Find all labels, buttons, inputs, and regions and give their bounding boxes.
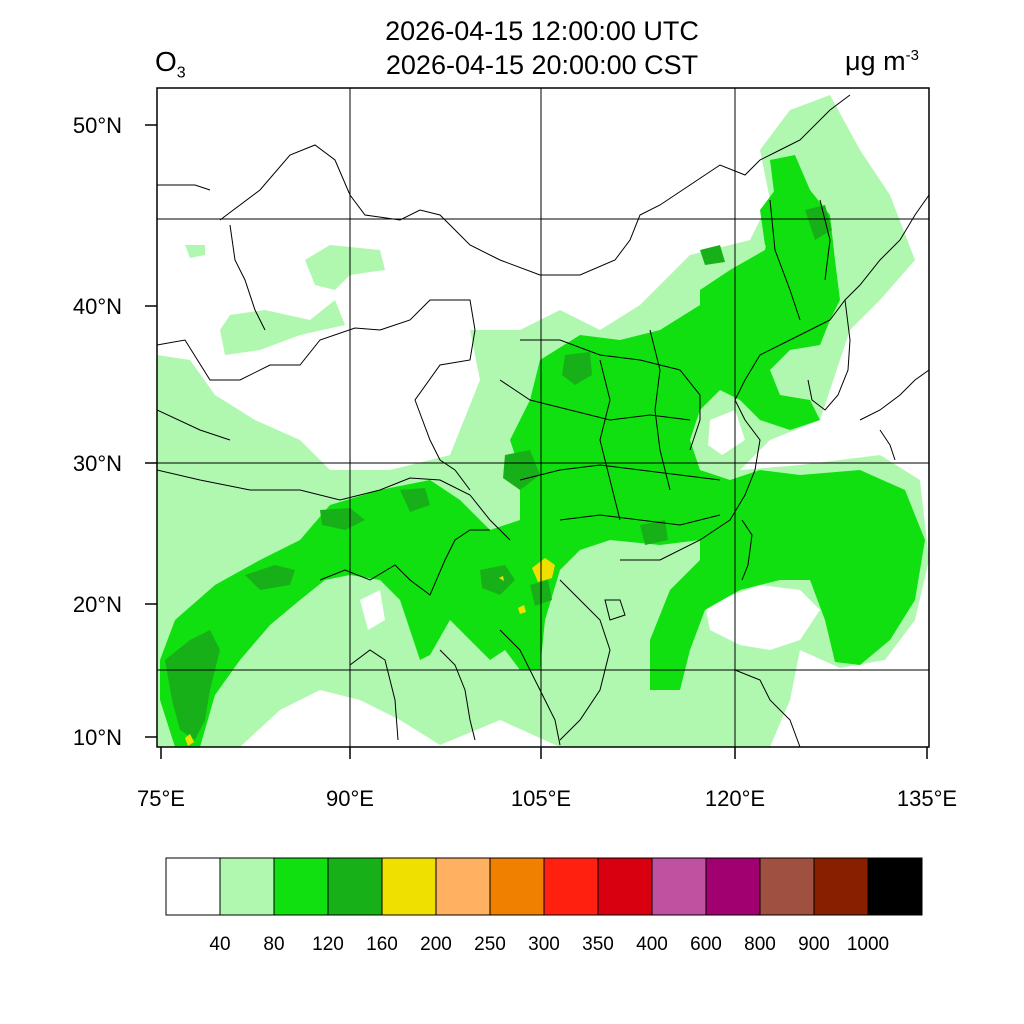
- map-title-local: 2026-04-15 20:00:00 CST: [385, 50, 699, 80]
- colorbar-label: 300: [528, 934, 560, 955]
- colorbar-swatch: [165, 857, 221, 916]
- colorbar-swatch: [813, 857, 869, 916]
- field-80-120: [160, 155, 925, 747]
- colorbar-label: 120: [312, 934, 344, 955]
- lat-tick-label: 30°N: [73, 451, 122, 476]
- colorbar-label: 40: [209, 934, 230, 955]
- colorbar-label: 1000: [847, 934, 889, 955]
- lon-tick-label: 90°E: [326, 786, 374, 811]
- colorbar-label: 800: [744, 934, 776, 955]
- colorbar-swatch: [381, 857, 437, 916]
- lon-tick-label: 75°E: [137, 786, 185, 811]
- lon-tick-label: 120°E: [705, 786, 765, 811]
- map-frame: [156, 87, 930, 748]
- lon-tick-label: 135°E: [897, 786, 957, 811]
- colorbar-swatch: [327, 857, 383, 916]
- field-160-200: [185, 558, 555, 746]
- colorbar-swatch: [219, 857, 275, 916]
- units-label: μg m-3: [845, 46, 919, 76]
- colorbar-labels: 40 80 120 160 200 250 300 350 400 600 800 900 1000: [209, 934, 889, 955]
- colorbar-label: 900: [798, 934, 830, 955]
- colorbar-swatch: [543, 857, 599, 916]
- graticule: [157, 88, 929, 747]
- colorbar-swatch: [435, 857, 491, 916]
- country-boundaries: [157, 94, 929, 747]
- colorbar-swatch: [273, 857, 329, 916]
- lat-tick-label: 20°N: [73, 592, 122, 617]
- colorbar-label: 400: [636, 934, 668, 955]
- axis-ticks: [145, 124, 928, 759]
- colorbar-swatch: [597, 857, 653, 916]
- colorbar-swatch: [867, 857, 923, 916]
- colorbar-label: 350: [582, 934, 614, 955]
- lat-tick-label: 40°N: [73, 294, 122, 319]
- colorbar-label: 200: [420, 934, 452, 955]
- colorbar-label: 600: [690, 934, 722, 955]
- colorbar: [165, 857, 923, 916]
- ozone-field: [157, 95, 929, 747]
- colorbar-label: 250: [474, 934, 506, 955]
- map-title-utc: 2026-04-15 12:00:00 UTC: [385, 16, 699, 46]
- colorbar-swatch: [651, 857, 707, 916]
- field-120-160: [165, 205, 832, 740]
- colorbar-swatch: [705, 857, 761, 916]
- variable-label: O3: [155, 46, 186, 82]
- lat-tick-label: 50°N: [73, 113, 122, 138]
- colorbar-swatch: [759, 857, 815, 916]
- colorbar-label: 80: [263, 934, 284, 955]
- lat-tick-label: 10°N: [73, 725, 122, 750]
- colorbar-swatch: [489, 857, 545, 916]
- colorbar-label: 160: [366, 934, 398, 955]
- lon-tick-label: 105°E: [511, 786, 571, 811]
